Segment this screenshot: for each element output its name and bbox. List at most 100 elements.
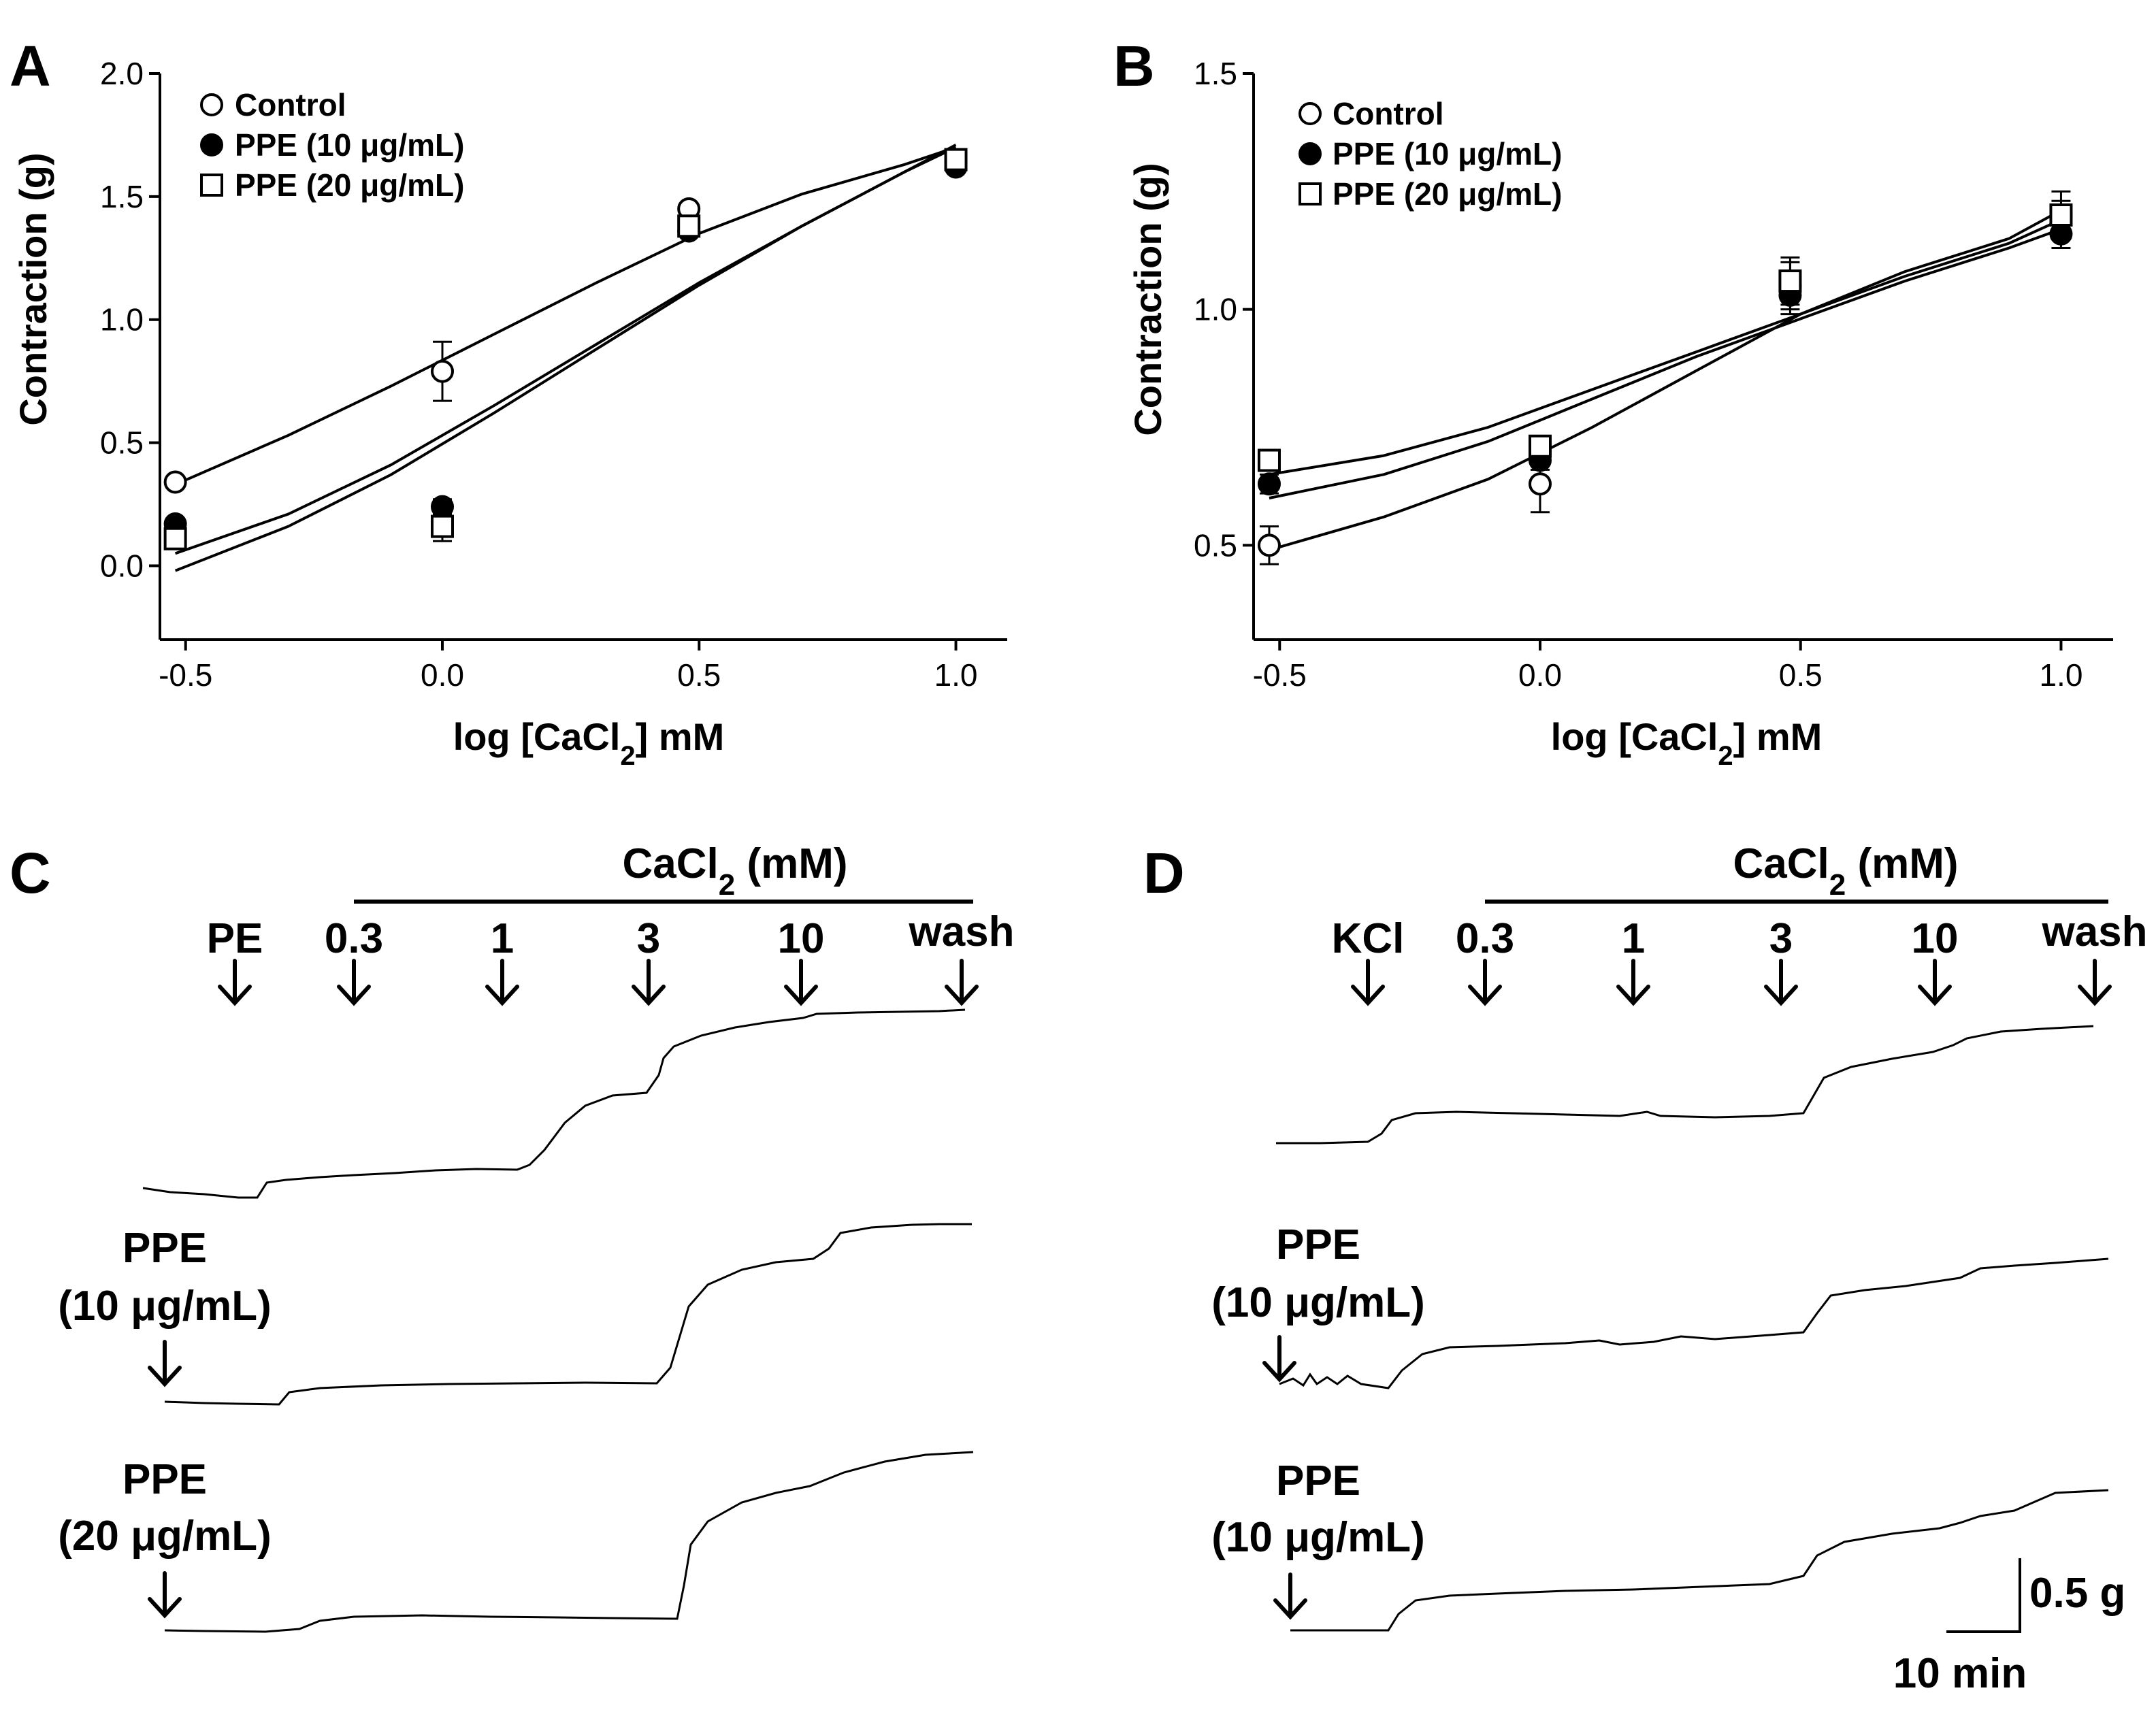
fit-curve-3 [1269, 218, 2062, 476]
fit-curve-3 [174, 144, 957, 572]
marker-label-1: 1 [1622, 915, 1645, 962]
panel-c-arrows [218, 959, 979, 1006]
down-arrow-icon [784, 959, 818, 1006]
panel-c-trace-3 [164, 1451, 974, 1633]
y-tick-label: 0.5 [100, 425, 144, 461]
down-arrow-icon [485, 959, 519, 1006]
y-tick-label: 0.0 [100, 548, 144, 583]
panel-c-markers: PE 0.3 1 3 10 wash [207, 908, 1015, 962]
marker-label-0-3: 0.3 [1456, 915, 1514, 962]
down-arrow-icon [632, 959, 666, 1006]
y-tick-label: 0.5 [1194, 527, 1237, 563]
data-point-square [2049, 203, 2073, 227]
legend-item-ppe20: PPE (20 μg/mL) [235, 167, 464, 203]
down-arrow-icon [148, 1340, 182, 1387]
panel-c-label: C [10, 841, 51, 905]
panel-a-ylabel: Contraction (g) [12, 152, 54, 425]
panel-d-trace-2-label-2: (10 μg/mL) [1211, 1279, 1425, 1326]
panel-d-trace-2 [1279, 1257, 2109, 1389]
legend-open-square-icon [200, 174, 223, 197]
data-point-circle [1257, 533, 1281, 557]
down-arrow-icon [148, 1571, 182, 1619]
marker-label-10: 10 [778, 915, 825, 962]
legend-item-ppe10: PPE (10 μg/mL) [235, 127, 464, 163]
panel-d-trace-2-label-1: PPE [1276, 1221, 1360, 1268]
legend-open-circle-icon [200, 93, 223, 116]
marker-label-wash: wash [908, 908, 1014, 955]
down-arrow-icon [1468, 959, 1502, 1006]
legend-filled-circle-icon [1298, 142, 1322, 165]
down-arrow-icon [218, 959, 252, 1006]
panel-a: A -0.5 0.0 0.5 1.0 0.0 0.5 1.0 1.5 2.0 Contracti… [10, 34, 1007, 771]
down-arrow-icon [1351, 959, 1385, 1006]
legend-item-ppe20: PPE (20 μg/mL) [1333, 176, 1562, 212]
panel-d-markers: KCl 0.3 1 3 10 wash [1332, 908, 2148, 962]
marker-label-1: 1 [491, 915, 514, 962]
y-tick-label: 1.0 [100, 302, 144, 337]
fit-curve-1 [174, 146, 957, 486]
panel-c-trace-3-label-1: PPE [122, 1456, 207, 1503]
down-arrow-icon [2078, 959, 2112, 1006]
data-point-square [163, 527, 187, 550]
panel-d-trace-3 [1290, 1489, 2109, 1632]
marker-label-pe: PE [207, 915, 263, 962]
marker-label-3: 3 [1769, 915, 1793, 962]
panel-d: D CaCl2 (mM) KCl 0.3 1 3 10 wash PPE (10… [1143, 840, 2148, 1697]
legend-item-ppe10: PPE (10 μg/mL) [1333, 136, 1562, 171]
data-point-square [1778, 269, 1802, 293]
down-arrow-icon [1764, 959, 1798, 1006]
panel-b-label: B [1113, 34, 1155, 98]
down-arrow-icon [337, 959, 371, 1006]
y-tick-label: 2.0 [100, 56, 144, 91]
fit-curve-2 [1269, 227, 2062, 499]
scale-bar-y-label: 0.5 g [2029, 1570, 2125, 1617]
marker-label-wash: wash [2041, 908, 2147, 955]
panel-c-trace-3-label-2: (20 μg/mL) [58, 1513, 272, 1560]
x-tick-label: 0.5 [677, 657, 721, 693]
panel-d-trace-1 [1276, 1025, 2094, 1145]
panel-b-plot: -0.5 0.0 0.5 1.0 0.5 1.0 1.5 [1194, 56, 2113, 693]
down-arrow-icon [1918, 959, 1952, 1006]
x-tick-label: -0.5 [1253, 657, 1307, 693]
panel-a-label: A [10, 34, 51, 98]
data-point-circle [1257, 472, 1281, 496]
fit-curve-1 [1269, 209, 2062, 552]
x-tick-label: 0.0 [421, 657, 464, 693]
x-tick-label: -0.5 [159, 657, 212, 693]
panel-d-label: D [1143, 841, 1185, 905]
panel-d-trace-3-label-1: PPE [1276, 1458, 1360, 1504]
panel-c-trace-2-label-2: (10 μg/mL) [58, 1283, 272, 1330]
y-tick-label: 1.5 [100, 179, 144, 214]
marker-label-3: 3 [637, 915, 660, 962]
y-tick-label: 1.5 [1194, 56, 1237, 91]
panel-a-xlabel: log [CaCl2] mM [453, 715, 725, 771]
down-arrow-icon [945, 959, 979, 1006]
panel-d-cacl2-label: CaCl2 (mM) [1733, 840, 1958, 902]
scale-bar-x-label: 10 min [1893, 1650, 2027, 1697]
legend-open-circle-icon [1298, 102, 1322, 125]
marker-label-10: 10 [1912, 915, 1959, 962]
legend-filled-circle-icon [200, 133, 223, 157]
panel-b-xlabel: log [CaCl2] mM [1551, 715, 1823, 771]
data-point-circle [163, 470, 187, 494]
panel-c-cacl2-label: CaCl2 (mM) [622, 840, 847, 902]
data-point-circle [431, 359, 454, 383]
marker-label-0-3: 0.3 [325, 915, 383, 962]
panel-c-trace-2-label-1: PPE [122, 1225, 207, 1272]
down-arrow-icon [1273, 1572, 1307, 1620]
legend-item-control: Control [1333, 96, 1444, 131]
panel-b-ylabel: Contraction (g) [1126, 163, 1169, 435]
x-tick-label: 1.0 [2039, 657, 2082, 693]
panel-b: B -0.5 0.0 0.5 1.0 0.5 1.0 1.5 Contraction (g)… [1113, 34, 2113, 771]
data-point-square [1257, 448, 1281, 472]
panel-d-arrows [1351, 959, 2112, 1006]
data-point-circle [1529, 472, 1552, 496]
scale-bar [1946, 1558, 2021, 1633]
x-tick-label: 0.0 [1518, 657, 1562, 693]
panel-c: C CaCl2 (mM) PE 0.3 1 3 10 wash PPE (10 … [10, 840, 1015, 1633]
marker-label-kcl: KCl [1332, 915, 1405, 962]
panel-c-trace-1 [142, 1008, 966, 1199]
panel-c-trace-2 [164, 1223, 972, 1406]
down-arrow-icon [1262, 1335, 1296, 1383]
legend-item-control: Control [235, 87, 346, 122]
